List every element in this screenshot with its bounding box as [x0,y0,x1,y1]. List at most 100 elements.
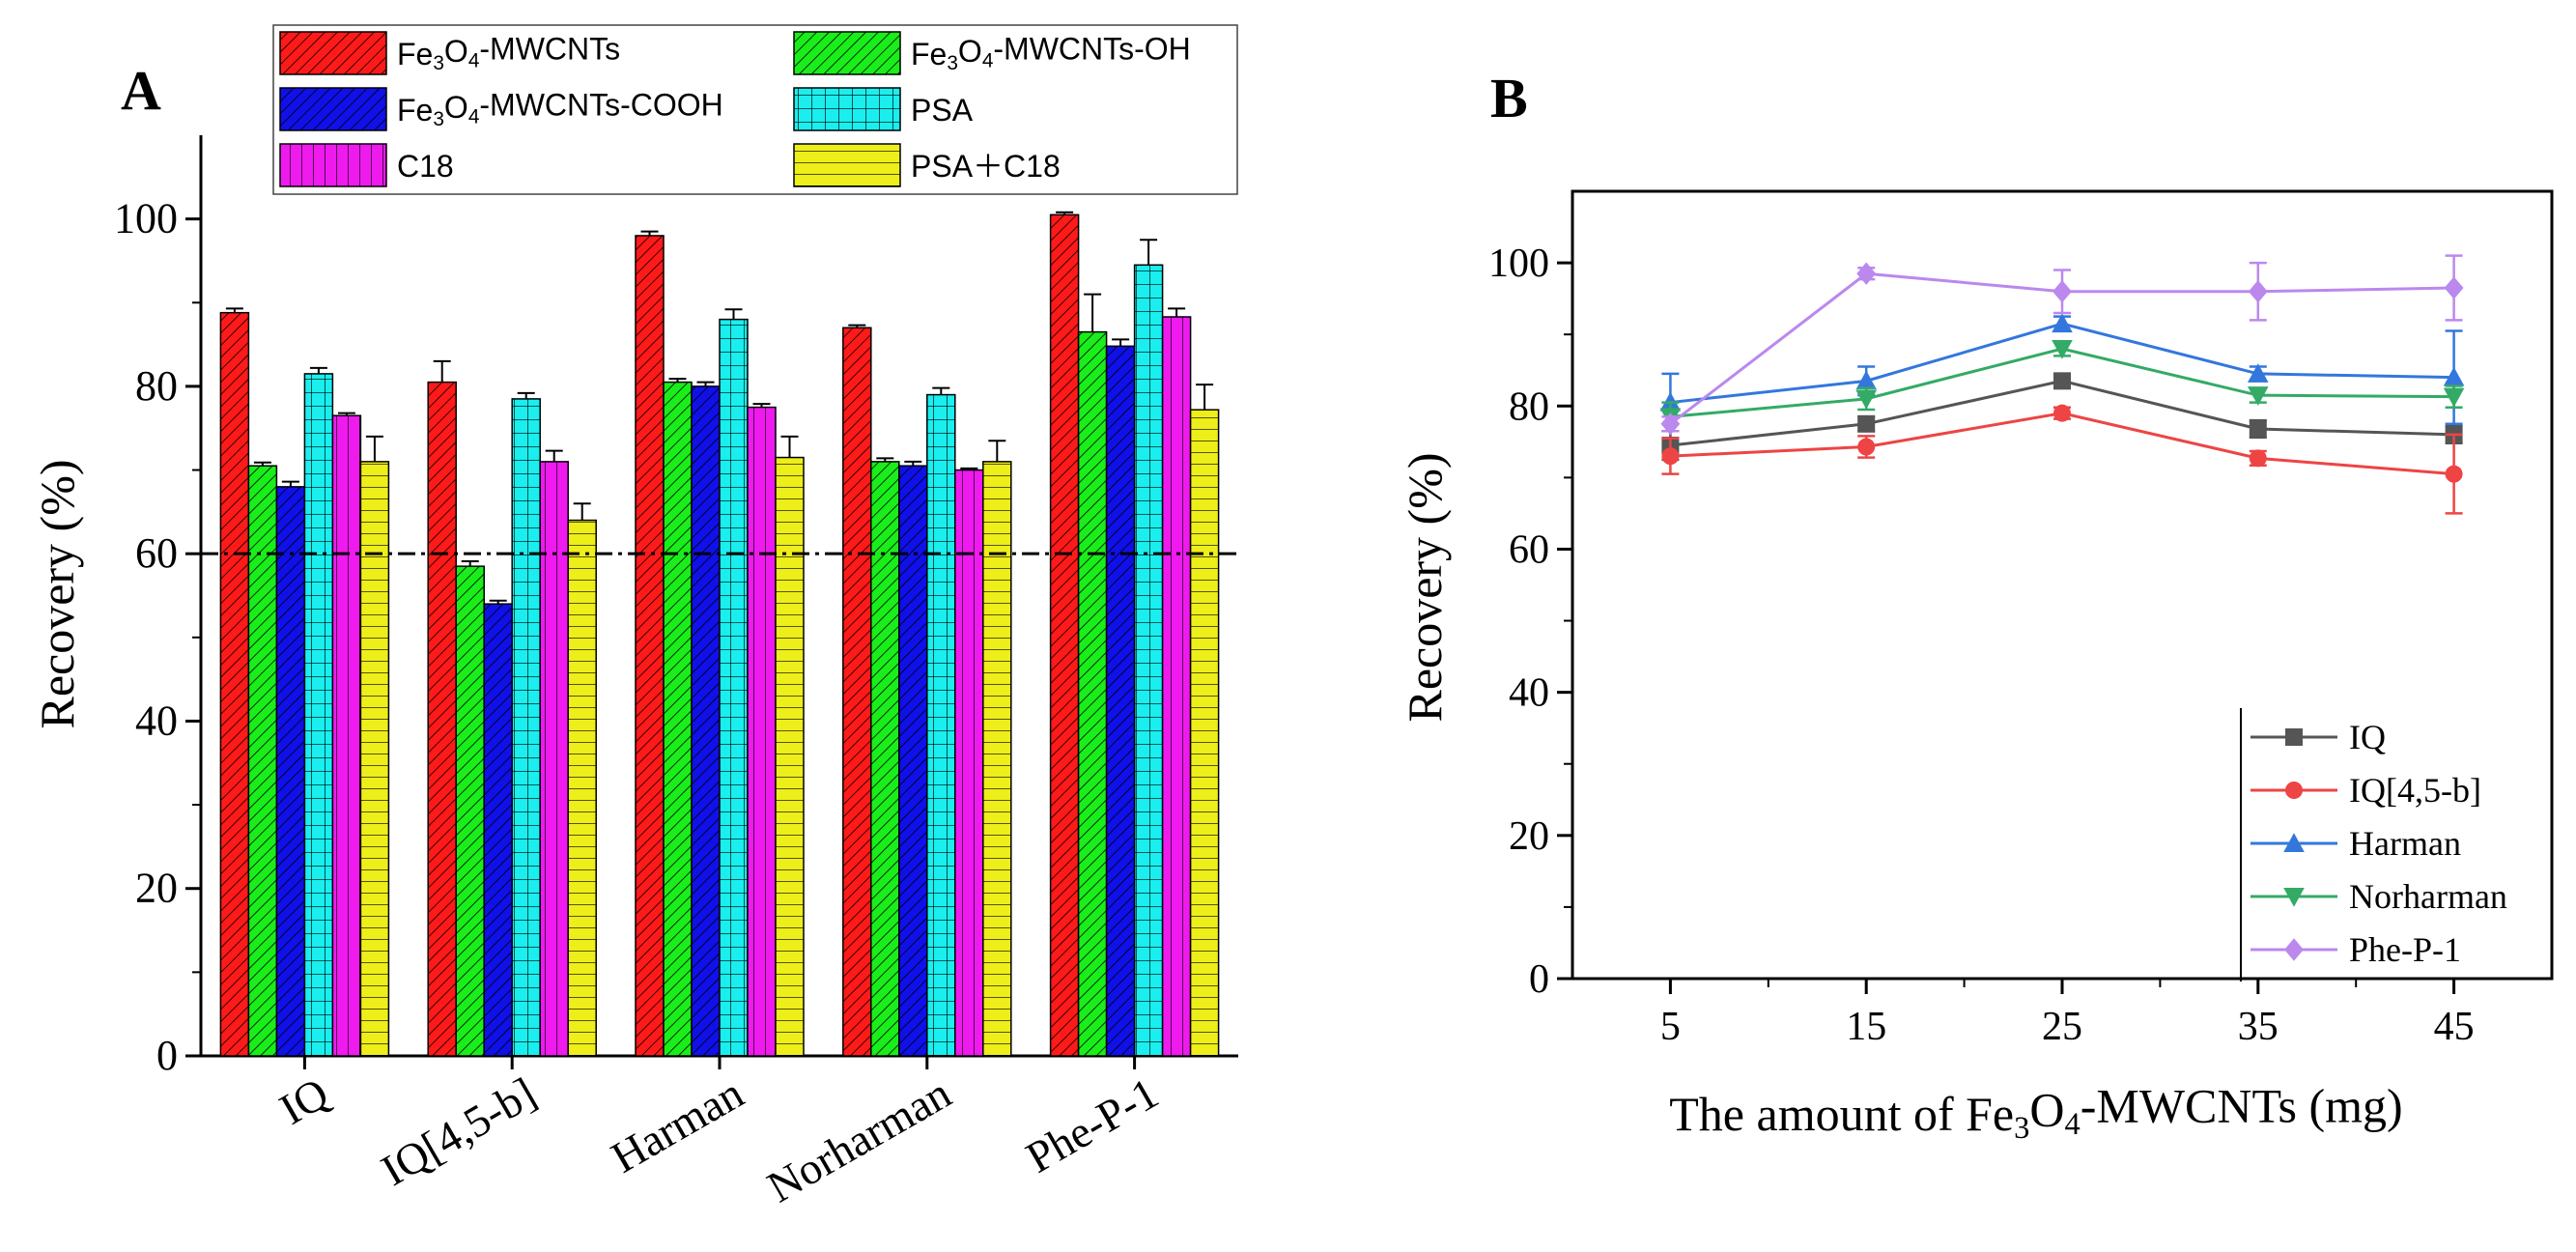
bar-hatch [664,382,692,1056]
legend-swatch-hatch [280,32,386,74]
legend-swatch-hatch [794,88,900,130]
bar-y-tick-label: 40 [135,697,178,744]
bar-x-tick-label: IQ[4,5-b] [373,1067,544,1195]
bar-hatch [926,394,955,1056]
bar-hatch [276,486,305,1056]
bar-hatch [842,327,871,1056]
bar-hatch [456,566,485,1056]
line-x-tick-label: 15 [1846,1005,1886,1049]
bar-hatch [692,385,720,1057]
line-y-axis-label: Recovery (%) [1398,452,1452,722]
line-y-tick-label: 40 [1509,671,1549,716]
bar-hatch [870,461,899,1056]
marker-diamond [2284,938,2304,961]
marker-square [2249,419,2267,438]
marker-triangle-down [2443,387,2465,408]
marker-diamond [2248,280,2268,303]
legend-entry-label: Phe-P-1 [2349,930,2461,969]
marker-diamond [1660,413,1681,436]
marker-diamond [2052,280,2072,303]
legend-swatch-hatch [280,144,386,186]
marker-circle [2053,404,2071,422]
bar-hatch [304,373,333,1056]
marker-circle [2249,449,2267,468]
line-y-tick-label: 100 [1488,242,1549,286]
legend-entry-label: IQ[4,5-b] [2349,771,2481,810]
line-x-tick-label: 25 [2042,1005,2082,1049]
line-y-tick-label: 60 [1509,527,1549,572]
series-iq [1661,372,2463,462]
bar-legend: Fe3O4-MWCNTs Fe3O4-MWCNTs-OH Fe3O4-MWCNTs-… [272,24,1238,195]
legend-swatch-hatch [794,32,900,74]
bar-hatch [1050,214,1079,1056]
series-line [1670,412,2454,476]
legend-entry-label: Harman [2349,824,2461,863]
bar-hatch [982,461,1011,1056]
line-x-tick-label: 35 [2238,1005,2279,1049]
line-y-tick-label: 0 [1529,957,1549,1002]
marker-circle [1857,438,1876,456]
bar-y-axis-label: Recovery (%) [30,459,84,728]
bar-hatch [748,407,776,1056]
legend-entry-label: Fe3O4-MWCNTs [397,31,620,74]
marker-triangle-up [2283,833,2305,852]
bar-hatch [512,398,541,1056]
legend-entry-label: Fe3O4-MWCNTs-COOH [397,87,723,130]
bar-hatch [360,461,389,1056]
marker-triangle-down [2283,888,2305,907]
bar-hatch [1162,317,1191,1056]
bar-x-tick-label: Phe-P-1 [1018,1067,1167,1181]
bar-hatch [568,520,597,1056]
line-y-tick-label: 20 [1509,814,1549,859]
bar-y-tick-label: 0 [156,1032,178,1079]
bar-x-tick-label: Harman [603,1067,751,1181]
series-iq-4-5-b- [1661,404,2463,515]
line-legend: IQ IQ[4,5-b] Harman Norharman Phe-P-1 [2240,708,2507,982]
marker-square [2285,728,2303,746]
bar-hatch [1134,265,1163,1056]
series-norharman [1659,340,2465,433]
marker-triangle-down [2052,340,2073,359]
bar-hatch [1106,346,1135,1057]
bar-y-tick-label: 60 [135,529,178,577]
legend-entry-label: Fe3O4-MWCNTs-OH [911,31,1191,74]
chart-panel-a: A Fe3O4-MWCNTs Fe3O4-MWCNTs-OHFe3O4-MWCNT… [30,24,1238,1211]
legend-entry-label: PSA＋C18 [911,149,1061,184]
legend-entry-label: Norharman [2349,877,2507,916]
bar-legend-box [272,24,1238,195]
marker-triangle-down [2248,386,2269,406]
bar-hatch [1190,410,1219,1057]
bar-hatch [220,312,249,1057]
bar-y-tick-label: 80 [135,362,178,410]
bar-hatch [636,235,664,1057]
marker-triangle-up [1855,370,1877,390]
line-plot-area: 0 20 40 60 80 100 5 15 25 35 45 [1488,189,2554,1049]
bar-x-tick-label: Norharman [759,1067,959,1211]
marker-diamond [1856,262,1877,285]
marker-triangle-down [1855,389,1877,410]
bar-hatch [776,457,804,1056]
line-x-tick-label: 5 [1660,1005,1681,1049]
chart-panel-b: B 0 20 40 60 80 100 5 15 25 35 45 Recovery (%) The… [1398,67,2554,1146]
line-x-tick-label: 45 [2434,1005,2475,1049]
series-phe-p-1 [1660,254,2464,436]
marker-square [2053,372,2071,390]
legend-entry-label: IQ [2349,718,2386,756]
legend-swatch-hatch [794,144,900,186]
legend-entry-label: C18 [397,149,454,184]
marker-triangle-up [2248,363,2269,383]
bar-hatch [248,466,277,1056]
legend-entry-label: PSA [911,93,974,128]
bar-hatch [898,466,927,1056]
marker-diamond [2444,276,2464,299]
line-x-axis-label: The amount of Fe3O4-MWCNTs (mg) [1669,1078,2402,1146]
marker-square [1857,414,1876,433]
bar-y-tick-label: 20 [135,865,178,912]
bar-hatch [954,470,983,1057]
marker-circle [1661,447,1680,466]
panel-a-label: A [121,59,161,122]
marker-circle [2445,465,2463,483]
marker-triangle-up [2052,313,2073,333]
bar-y-tick-label: 100 [114,195,178,242]
